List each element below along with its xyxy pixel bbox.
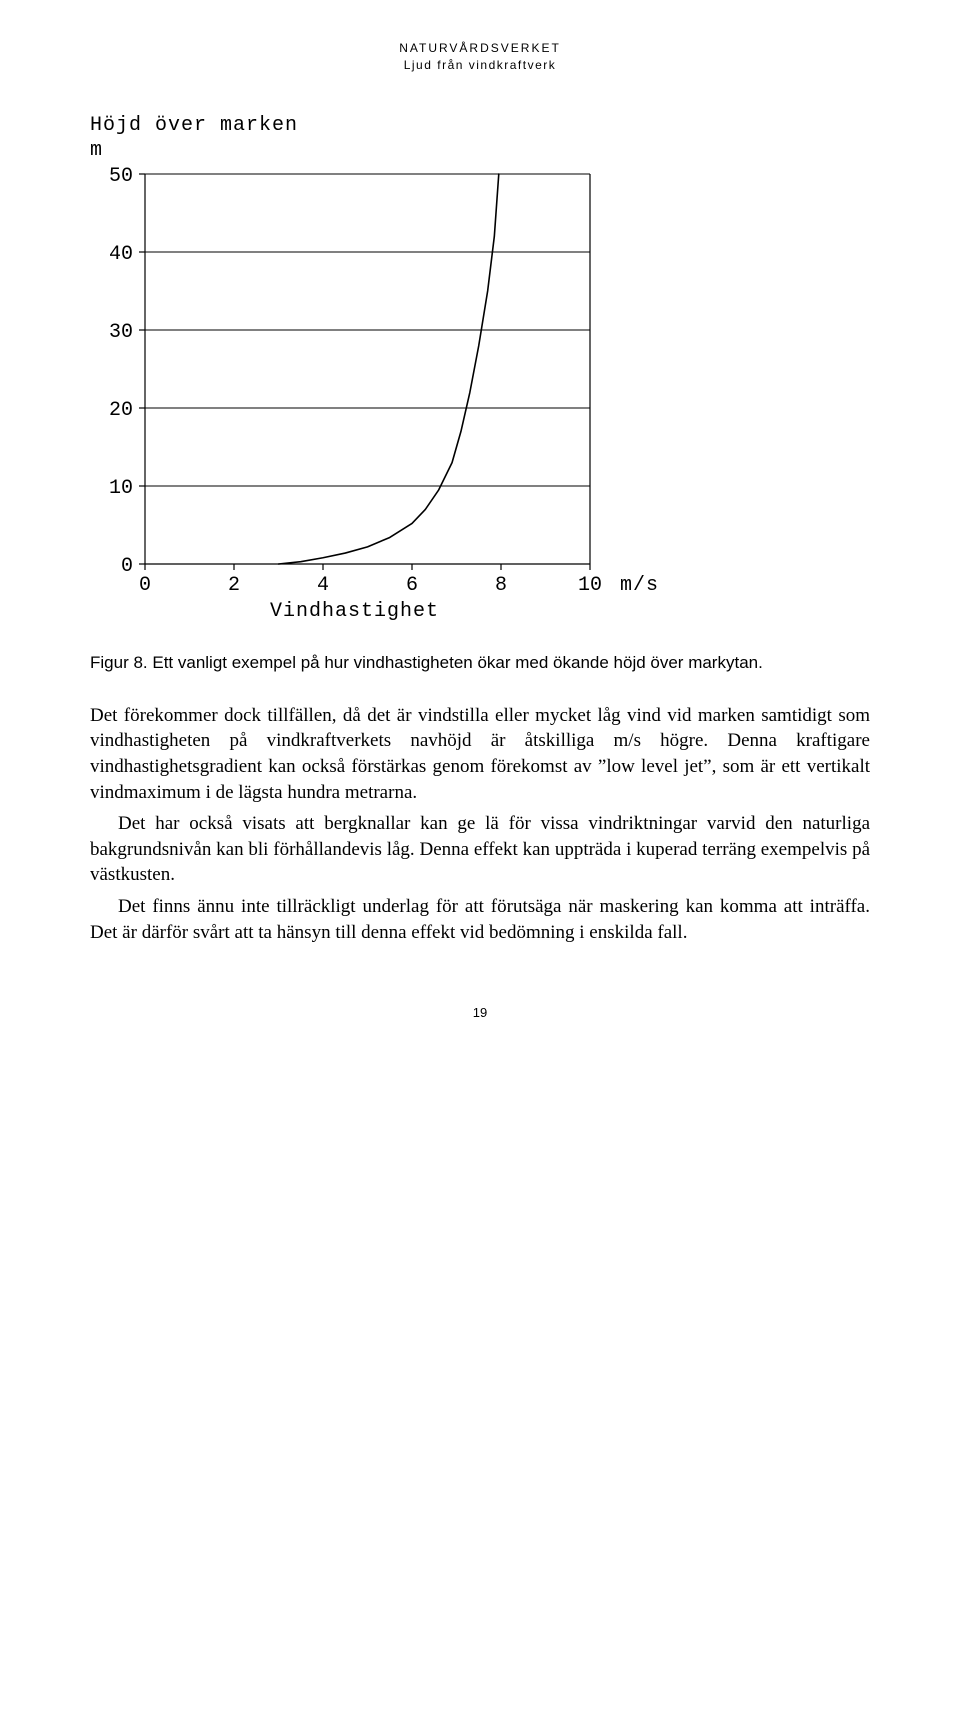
figure-8-chart: Höjd över marken m 0 2 4 6 8 10 0 10 20 30 40 50 m/s… — [90, 114, 870, 623]
svg-text:2: 2 — [228, 574, 240, 594]
svg-text:4: 4 — [317, 574, 329, 594]
page-number: 19 — [90, 1005, 870, 1020]
page-container: NATURVÅRDSVERKET Ljud från vindkraftverk… — [0, 0, 960, 1060]
chart-x-title: Vindhastighet — [270, 600, 870, 623]
svg-text:m/s: m/s — [620, 574, 659, 594]
chart-svg: 0 2 4 6 8 10 0 10 20 30 40 50 m/s — [90, 164, 710, 594]
svg-text:8: 8 — [495, 574, 507, 594]
paragraph-1: Det förekommer dock tillfällen, då det ä… — [90, 703, 870, 806]
chart-y-title-line1: Höjd över marken — [90, 114, 870, 137]
document-header: NATURVÅRDSVERKET Ljud från vindkraftverk — [90, 40, 870, 74]
svg-text:10: 10 — [578, 574, 602, 594]
svg-text:20: 20 — [109, 399, 133, 422]
paragraph-3: Det finns ännu inte tillräckligt underla… — [90, 894, 870, 945]
svg-text:40: 40 — [109, 243, 133, 266]
svg-text:30: 30 — [109, 321, 133, 344]
svg-text:50: 50 — [109, 165, 133, 188]
svg-text:0: 0 — [139, 574, 151, 594]
svg-text:6: 6 — [406, 574, 418, 594]
header-line-1: NATURVÅRDSVERKET — [90, 40, 870, 57]
figure-caption: Figur 8. Ett vanligt exempel på hur vind… — [90, 653, 870, 673]
paragraph-2: Det har också visats att bergknallar kan… — [90, 811, 870, 888]
svg-text:10: 10 — [109, 477, 133, 500]
header-line-2: Ljud från vindkraftverk — [90, 57, 870, 74]
svg-text:0: 0 — [121, 555, 133, 578]
chart-y-title-line2: m — [90, 139, 870, 162]
body-text: Det förekommer dock tillfällen, då det ä… — [90, 703, 870, 946]
